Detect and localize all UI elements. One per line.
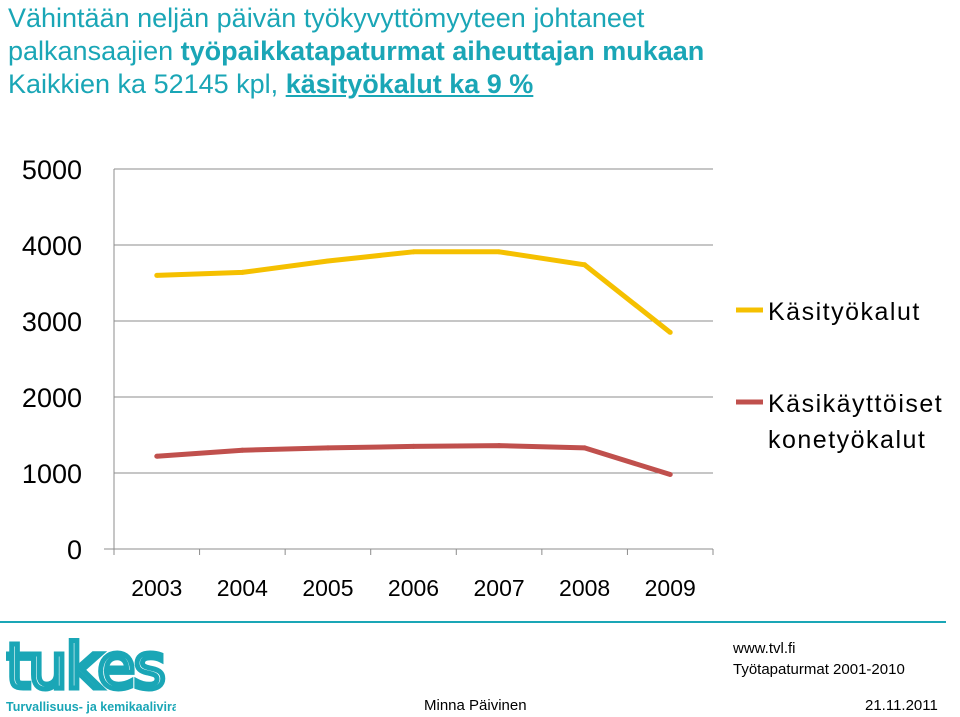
data-point bbox=[496, 249, 502, 255]
x-tick-label: 2009 bbox=[645, 575, 696, 601]
legend-label-1: Käsikäyttöiset bbox=[768, 390, 943, 418]
x-tick-label: 2006 bbox=[388, 575, 439, 601]
series-lines bbox=[154, 249, 673, 478]
x-tick-label: 2003 bbox=[131, 575, 182, 601]
x-tick-label: 2004 bbox=[217, 575, 268, 601]
y-tick-label: 1000 bbox=[22, 459, 82, 489]
data-point bbox=[239, 447, 245, 453]
tukes-logo: tukes Turvallisuus- ja kemikaalivirasto bbox=[6, 628, 176, 714]
y-tick-label: 2000 bbox=[22, 383, 82, 413]
legend-label-1: konetyökalut bbox=[768, 426, 926, 454]
data-point bbox=[154, 272, 160, 278]
title-line-2-bold: työpaikkatapaturmat aiheuttajan mukaan bbox=[180, 36, 705, 66]
data-point bbox=[325, 258, 331, 264]
tick-labels: 0 1000 2000 3000 4000 5000 2003 2004 2005 2006 200… bbox=[22, 155, 696, 601]
data-point bbox=[496, 443, 502, 449]
x-tick-label: 2008 bbox=[559, 575, 610, 601]
data-point bbox=[154, 453, 160, 459]
data-point bbox=[239, 269, 245, 275]
logo-subtitle: Turvallisuus- ja kemikaalivirasto bbox=[6, 700, 176, 714]
title-line-2: palkansaajien työpaikkatapaturmat aiheut… bbox=[8, 36, 705, 66]
x-tick-label: 2007 bbox=[473, 575, 524, 601]
y-tick-label: 3000 bbox=[22, 307, 82, 337]
chart-title: Vähintään neljän päivän työkyvyttömyytee… bbox=[8, 2, 704, 101]
footer-date: 21.11.2011 bbox=[865, 697, 938, 714]
logo-wordmark: tukes bbox=[6, 630, 164, 703]
footer-url: www.tvl.fi bbox=[733, 640, 796, 657]
title-line-1: Vähintään neljän päivän työkyvyttömyytee… bbox=[8, 3, 645, 33]
x-tick-label: 2005 bbox=[302, 575, 353, 601]
y-tick-label: 0 bbox=[67, 535, 82, 565]
line-chart: 0 1000 2000 3000 4000 5000 2003 2004 2005 2006 200… bbox=[22, 155, 943, 601]
series-line-1 bbox=[156, 443, 671, 477]
data-point bbox=[667, 472, 673, 478]
footer-divider bbox=[0, 621, 946, 623]
data-point bbox=[325, 445, 331, 451]
gridlines bbox=[104, 168, 714, 555]
data-point bbox=[411, 249, 416, 255]
data-point bbox=[582, 262, 588, 268]
footer-author: Minna Päivinen bbox=[424, 697, 527, 714]
legend-label-0: Käsityökalut bbox=[768, 298, 921, 326]
data-point bbox=[582, 445, 588, 451]
data-point bbox=[667, 329, 673, 335]
legend: Käsityökalut Käsikäyttöiset konetyökalut bbox=[736, 298, 943, 454]
data-point bbox=[411, 443, 416, 449]
series-line-0 bbox=[156, 249, 672, 335]
title-line-3: Kaikkien ka 52145 kpl, käsityökalut ka 9… bbox=[8, 69, 534, 99]
footer-source: Työtapaturmat 2001-2010 bbox=[733, 661, 905, 678]
y-tick-label: 5000 bbox=[22, 155, 82, 185]
title-emphasis: käsityökalut ka 9 % bbox=[285, 69, 534, 99]
y-tick-label: 4000 bbox=[22, 231, 82, 261]
